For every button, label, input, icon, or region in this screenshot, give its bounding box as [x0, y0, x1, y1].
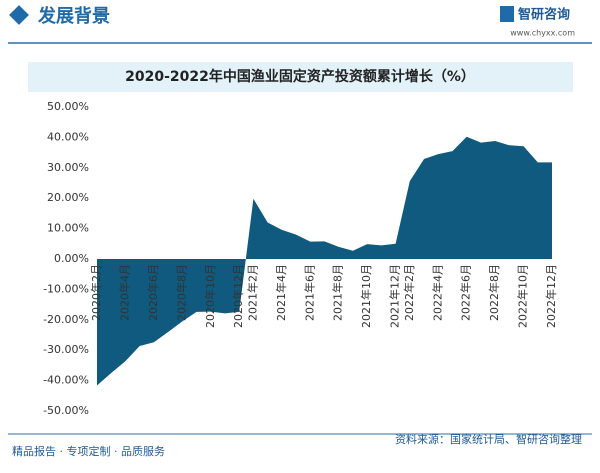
header-icon [9, 5, 29, 25]
x-tick-label: 2022年12月 [544, 264, 558, 328]
header-title: 发展背景 [37, 5, 110, 27]
y-tick-label: -40.00% [43, 374, 89, 387]
x-tick-label: 2022年10月 [516, 264, 530, 328]
y-tick-label: -30.00% [43, 343, 89, 356]
x-tick-label: 2020年4月 [117, 264, 131, 321]
title-band [28, 62, 573, 92]
logo-icon [500, 6, 514, 22]
footer-left: 精品报告 · 专项定制 · 品质服务 [12, 444, 165, 458]
url: www.chyxx.com [510, 29, 575, 38]
y-tick-label: 10.00% [47, 222, 89, 235]
x-tick-label: 2021年12月 [388, 264, 402, 328]
x-tick-label: 2021年6月 [302, 264, 316, 321]
x-tick-label: 2022年2月 [402, 264, 416, 321]
x-tick-label: 2021年2月 [245, 264, 259, 321]
x-tick-label: 2021年8月 [331, 264, 345, 321]
x-tick-label: 2022年6月 [459, 264, 473, 321]
y-tick-label: -50.00% [43, 404, 89, 417]
x-tick-label: 2020年2月 [89, 264, 103, 321]
x-tick-label: 2021年4月 [274, 264, 288, 321]
x-tick-label: 2020年12月 [231, 264, 245, 328]
footer-band [0, 432, 600, 473]
x-tick-label: 2020年10月 [203, 264, 217, 328]
y-tick-label: 20.00% [47, 191, 89, 204]
y-tick-label: 40.00% [47, 130, 89, 143]
y-tick-label: -10.00% [43, 282, 89, 295]
y-tick-label: 50.00% [47, 100, 89, 113]
x-tick-label: 2022年8月 [487, 264, 501, 321]
x-tick-label: 2022年4月 [430, 264, 444, 321]
logo: 智研咨询 [518, 7, 570, 23]
source: 资料来源：国家统计局、智研咨询整理 [395, 432, 582, 446]
area [97, 136, 552, 386]
x-tick-label: 2020年6月 [146, 264, 160, 321]
y-tick-label: 0.00% [54, 252, 89, 265]
chart-title: 2020-2022年中国渔业固定资产投资额累计增长（%） [125, 68, 475, 85]
y-tick-label: -20.00% [43, 313, 89, 326]
x-tick-label: 2021年10月 [359, 264, 373, 328]
x-tick-label: 2020年8月 [174, 264, 188, 321]
y-tick-label: 30.00% [47, 161, 89, 174]
